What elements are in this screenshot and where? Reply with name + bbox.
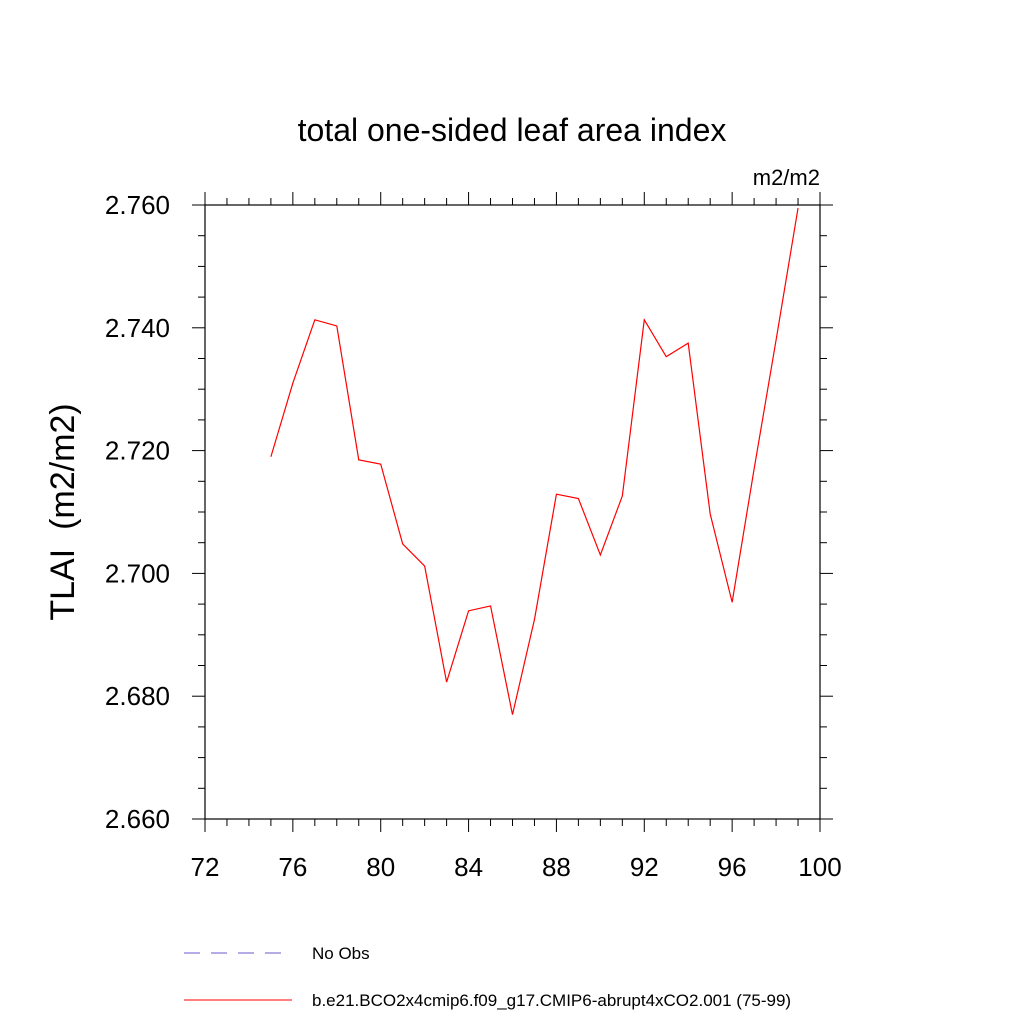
tick-labels: 72 76 80 84 88 92 96 100 2.660 2.680 2.700 2.720 2.7… — [105, 190, 842, 882]
x-tick-label: 88 — [542, 852, 571, 882]
y-axis-label: TLAI (m2/m2) — [44, 403, 82, 620]
y-tick-label: 2.700 — [105, 558, 170, 588]
x-tick-label: 100 — [798, 852, 841, 882]
y-tick-label: 2.760 — [105, 190, 170, 220]
units-label: m2/m2 — [753, 165, 820, 190]
axis-ticks — [192, 192, 833, 832]
x-tick-label: 80 — [366, 852, 395, 882]
x-tick-label: 76 — [278, 852, 307, 882]
series-line-1 — [270, 207, 799, 715]
plot-frame — [204, 204, 821, 820]
y-tick-label: 2.680 — [105, 681, 170, 711]
chart-title: total one-sided leaf area index — [298, 112, 727, 148]
x-tick-label: 92 — [630, 852, 659, 882]
x-tick-label: 72 — [191, 852, 220, 882]
y-tick-label: 2.740 — [105, 313, 170, 343]
legend: No Obs b.e21.BCO2x4cmip6.f09_g17.CMIP6-ab… — [184, 944, 791, 1010]
legend-label-0: No Obs — [312, 944, 370, 963]
y-tick-label: 2.720 — [105, 436, 170, 466]
legend-label-1: b.e21.BCO2x4cmip6.f09_g17.CMIP6-abrupt4x… — [312, 991, 791, 1010]
y-tick-label: 2.660 — [105, 804, 170, 834]
x-tick-label: 84 — [454, 852, 483, 882]
x-tick-label: 96 — [718, 852, 747, 882]
series-lines — [270, 207, 799, 715]
